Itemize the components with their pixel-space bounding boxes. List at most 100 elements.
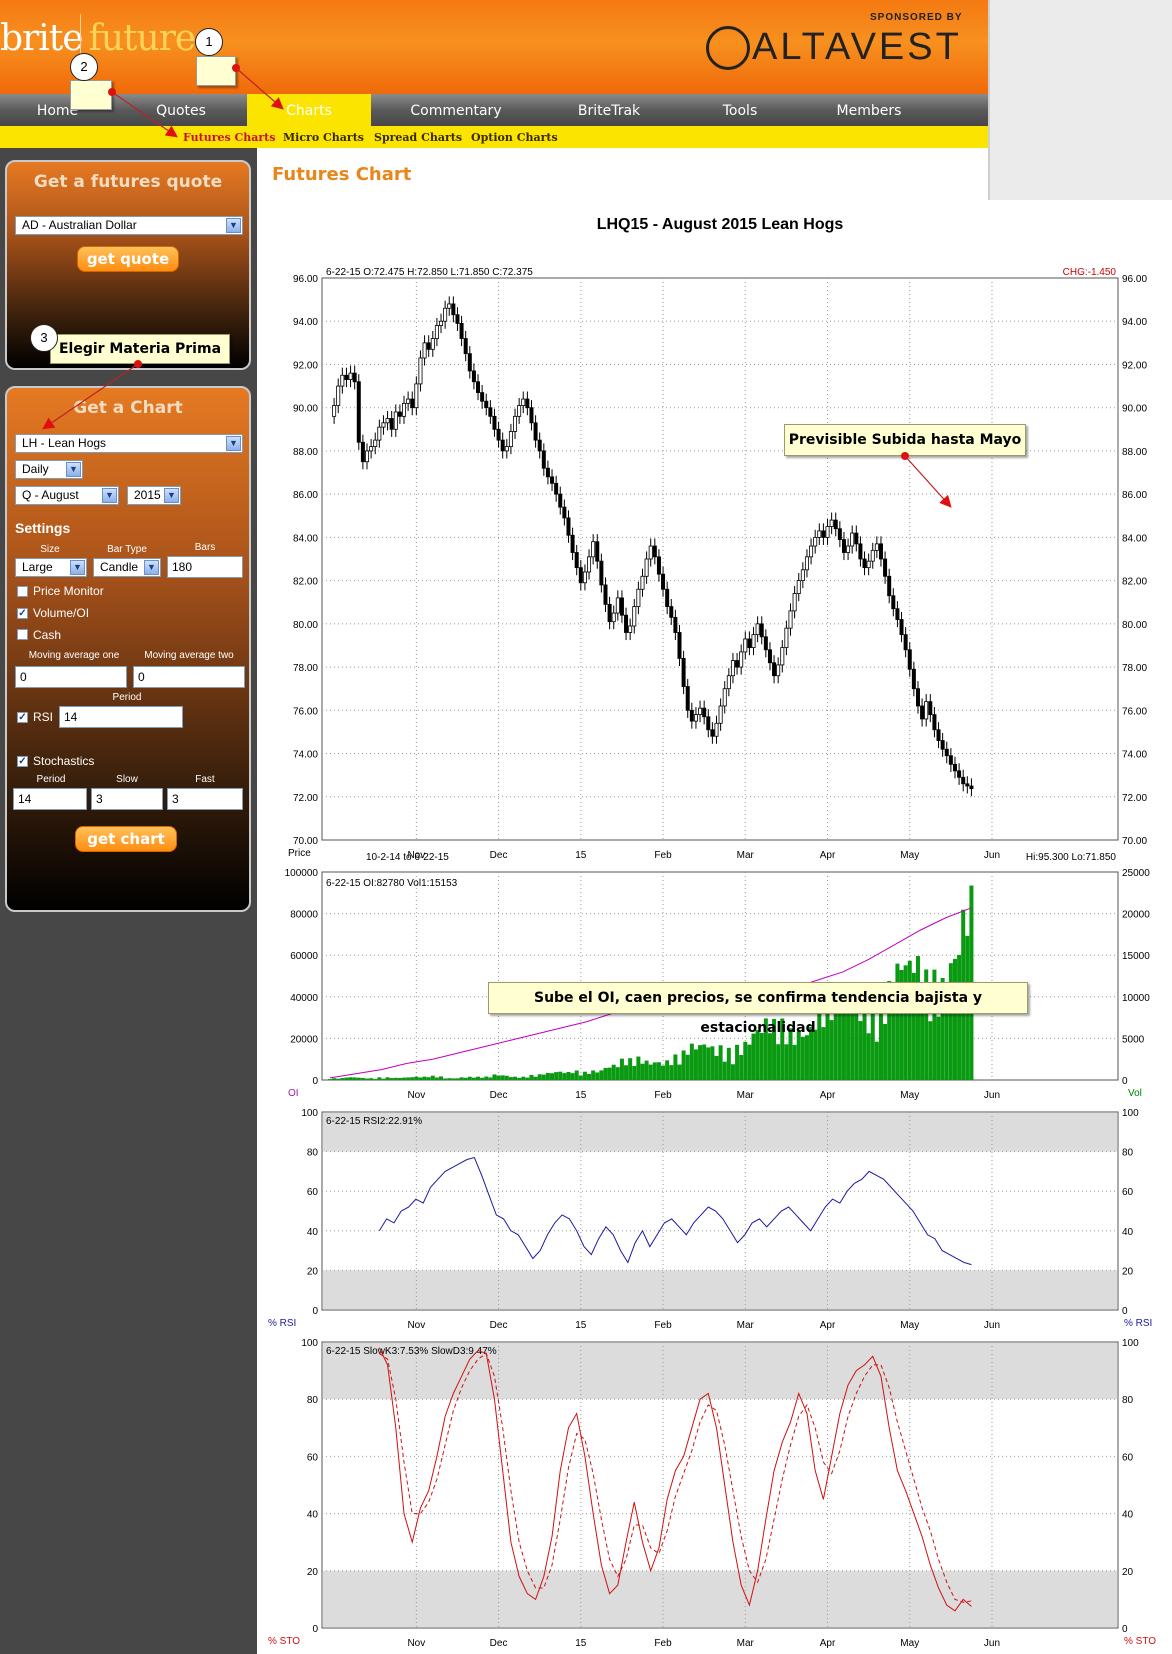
candle-body — [443, 307, 448, 322]
candle-body — [813, 536, 818, 547]
get-quote-button[interactable]: get quote — [77, 246, 179, 272]
candle-body — [500, 439, 505, 452]
subnav-futures-charts[interactable]: Futures Charts — [183, 131, 276, 144]
volume-bar — [529, 1074, 534, 1080]
candle-body — [952, 763, 957, 772]
candle-body — [800, 569, 805, 582]
candle-body — [459, 322, 464, 339]
candle-body — [402, 402, 407, 417]
stochastics-x-tick: Mar — [737, 1638, 755, 1649]
candle-body — [377, 426, 382, 441]
volume-bar — [459, 1077, 464, 1080]
price-x-tick: Nov — [407, 850, 425, 861]
volume-bar — [360, 1077, 365, 1080]
stoch-fast-input[interactable]: 3 — [167, 788, 243, 810]
rsi-period-input[interactable]: 14 — [59, 706, 183, 728]
candle-body — [545, 467, 550, 478]
volume-bar — [545, 1072, 550, 1080]
candle-body — [944, 748, 949, 757]
volume-bar — [710, 1046, 715, 1080]
nav-britetrak[interactable]: BriteTrak — [577, 103, 641, 119]
settings-heading: Settings — [15, 520, 71, 536]
candle-body — [895, 608, 900, 620]
volume-bar — [373, 1079, 378, 1080]
volume-bar — [887, 980, 892, 1080]
candle-body — [677, 632, 682, 659]
volume-x-tick: Jun — [984, 1090, 1000, 1101]
volume-bar — [636, 1056, 641, 1080]
candle-body — [439, 320, 444, 326]
ma2-input[interactable]: 0 — [133, 666, 245, 688]
rsi-left-tick: 20 — [307, 1266, 319, 1277]
ma1-input[interactable]: 0 — [15, 666, 127, 688]
site-logo[interactable]: brite futures — [0, 18, 214, 59]
annotation-number-2: 2 — [70, 53, 98, 81]
candle-body — [488, 407, 493, 417]
candle-body — [829, 519, 834, 527]
volume-bar — [624, 1065, 629, 1080]
price-monitor-checkbox[interactable] — [17, 586, 28, 597]
candle-body — [496, 428, 501, 441]
stoch-slow-input[interactable]: 3 — [91, 788, 163, 810]
subnav-micro-charts[interactable]: Micro Charts — [283, 131, 364, 144]
rsi-left-label: % RSI — [268, 1318, 296, 1329]
nav-home[interactable]: Home — [36, 103, 79, 119]
volume-bar — [669, 1065, 674, 1080]
candle-body — [821, 530, 826, 538]
candle-body — [381, 422, 386, 428]
candle-body — [932, 714, 937, 731]
nav-commentary[interactable]: Commentary — [410, 103, 502, 119]
candle-body — [652, 545, 657, 558]
year-select[interactable]: 2015 ▼ — [127, 486, 181, 505]
size-select[interactable]: Large ▼ — [15, 558, 87, 577]
bars-input[interactable]: 180 — [167, 556, 243, 578]
month-select[interactable]: Q - August ▼ — [15, 486, 119, 505]
candle-body — [833, 519, 838, 530]
stoch-period-input[interactable]: 14 — [13, 788, 87, 810]
get-chart-button[interactable]: get chart — [75, 826, 177, 852]
candle-body — [702, 707, 707, 718]
volume-bar — [726, 1047, 731, 1080]
chart-commodity-select[interactable]: LH - Lean Hogs ▼ — [15, 434, 243, 453]
volume-right-tick: 15000 — [1122, 951, 1150, 962]
nav-charts[interactable]: Charts — [247, 94, 371, 126]
volume-bar — [632, 1065, 637, 1080]
volume-bar — [755, 1030, 760, 1080]
nav-tools[interactable]: Tools — [722, 103, 758, 119]
cash-checkbox[interactable] — [17, 629, 28, 640]
sponsor-logo[interactable]: ALTAVEST — [752, 26, 962, 68]
quote-commodity-select[interactable]: AD - Australian Dollar ▼ — [15, 216, 243, 235]
candle-body — [619, 597, 624, 616]
volume-bar — [846, 1004, 851, 1080]
volume-oi-checkbox[interactable]: ✓ — [17, 608, 28, 619]
candle-body — [632, 606, 637, 627]
volume-left-tick: 60000 — [290, 951, 318, 962]
candle-body — [636, 588, 641, 607]
subnav-spread-charts[interactable]: Spread Charts — [374, 131, 463, 144]
candle-body — [644, 558, 649, 577]
rsi-checkbox[interactable]: ✓ — [17, 712, 28, 723]
nav-quotes[interactable]: Quotes — [156, 103, 206, 119]
rsi-x-tick: Feb — [654, 1320, 672, 1331]
volume-bar — [940, 977, 945, 1080]
volume-bar — [332, 1078, 337, 1080]
volume-bar — [640, 1063, 645, 1080]
candle-body — [484, 400, 489, 409]
nav-members[interactable]: Members — [836, 103, 902, 119]
candle-body — [751, 634, 756, 649]
volume-oi-label: Volume/OI — [33, 606, 90, 620]
price-left-tick: 92.00 — [293, 360, 318, 371]
period-select[interactable]: Daily ▼ — [15, 460, 83, 479]
volume-bar — [504, 1075, 509, 1080]
volume-bar — [480, 1077, 485, 1080]
subnav-option-charts[interactable]: Option Charts — [471, 131, 558, 144]
volume-bar — [447, 1078, 452, 1080]
chevron-down-icon: ▼ — [164, 488, 179, 503]
volume-bar — [821, 1027, 826, 1080]
price-right-tick: 70.00 — [1122, 836, 1147, 847]
volume-bar — [944, 989, 949, 1080]
volume-bar — [776, 1044, 781, 1080]
bartype-select[interactable]: Candle ▼ — [93, 558, 161, 577]
stochastics-checkbox[interactable]: ✓ — [17, 756, 28, 767]
rsi-upper-band — [323, 1113, 1117, 1152]
